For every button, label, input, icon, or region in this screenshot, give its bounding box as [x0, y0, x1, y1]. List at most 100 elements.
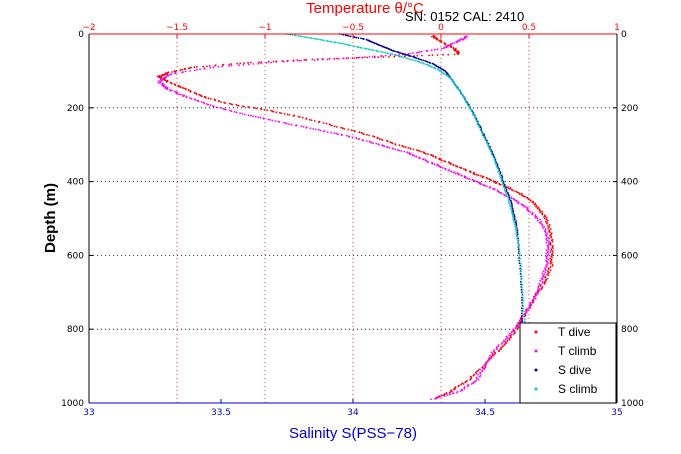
- data-point: [342, 57, 345, 60]
- data-point: [516, 237, 518, 240]
- data-point: [396, 149, 399, 151]
- data-point: [475, 372, 478, 375]
- data-point: [297, 115, 300, 118]
- data-point: [288, 114, 291, 116]
- data-point: [279, 111, 281, 114]
- data-point: [397, 55, 400, 57]
- data-point: [456, 165, 459, 168]
- data-point: [365, 140, 368, 142]
- data-point: [550, 236, 553, 239]
- data-point: [329, 40, 332, 43]
- data-point: [536, 217, 539, 220]
- data-point: [221, 65, 224, 68]
- data-point: [357, 37, 360, 39]
- data-point: [214, 99, 217, 102]
- data-point: [412, 52, 414, 54]
- data-point: [517, 243, 520, 246]
- data-point: [458, 173, 460, 176]
- data-point: [450, 78, 453, 81]
- data-point: [452, 47, 455, 50]
- data-point: [262, 117, 265, 120]
- data-point: [520, 281, 523, 284]
- data-point: [447, 76, 450, 78]
- data-point: [440, 159, 443, 162]
- data-point: [350, 129, 353, 132]
- data-point: [190, 97, 193, 100]
- data-point: [463, 97, 466, 100]
- data-point: [511, 207, 514, 210]
- data-point: [207, 97, 210, 100]
- data-point: [541, 278, 544, 281]
- data-point: [353, 45, 356, 48]
- data-point: [511, 213, 514, 216]
- data-point: [330, 131, 333, 134]
- data-point: [175, 91, 177, 93]
- data-point: [244, 113, 246, 116]
- data-point: [304, 36, 307, 39]
- data-point: [495, 182, 497, 185]
- data-point: [507, 197, 510, 200]
- data-point: [547, 250, 550, 253]
- data-point: [184, 88, 187, 91]
- data-point: [341, 42, 343, 45]
- data-point: [169, 89, 171, 91]
- data-point: [347, 128, 350, 131]
- data-point: [330, 41, 333, 43]
- depth-tick-label-right: 1000: [621, 399, 644, 409]
- data-point: [519, 265, 522, 268]
- data-point: [402, 145, 405, 148]
- data-point: [469, 106, 471, 109]
- data-point: [179, 86, 182, 89]
- data-point: [549, 257, 552, 260]
- data-point: [521, 286, 523, 289]
- data-point: [366, 56, 369, 59]
- data-point: [399, 52, 402, 54]
- instrument-label: SN: 0152 CAL: 2410: [405, 9, 524, 24]
- data-point: [445, 45, 447, 47]
- data-point: [517, 245, 520, 248]
- data-point: [499, 177, 502, 179]
- data-point: [468, 178, 471, 180]
- data-point: [484, 362, 487, 364]
- data-point: [344, 34, 347, 37]
- data-point: [355, 56, 358, 59]
- data-point: [173, 90, 176, 93]
- data-point: [439, 395, 442, 398]
- data-point: [517, 239, 519, 242]
- data-point: [345, 134, 348, 137]
- data-point: [449, 163, 452, 166]
- data-point: [476, 123, 479, 125]
- data-point: [183, 94, 186, 97]
- data-point: [521, 309, 523, 312]
- data-point: [372, 49, 375, 52]
- data-point: [425, 63, 427, 66]
- data-point: [156, 75, 159, 78]
- data-point: [393, 53, 396, 56]
- data-point: [546, 219, 549, 222]
- data-point: [405, 54, 408, 56]
- data-point: [510, 336, 512, 339]
- data-point: [527, 209, 530, 212]
- data-point: [187, 89, 190, 92]
- depth-tick-label: 600: [67, 251, 84, 261]
- data-point: [371, 41, 374, 44]
- data-point: [365, 47, 368, 50]
- data-point: [467, 383, 470, 386]
- data-point: [453, 53, 456, 56]
- data-point: [391, 142, 394, 145]
- data-point: [549, 266, 552, 268]
- data-point: [544, 276, 546, 279]
- data-point: [460, 388, 463, 391]
- data-point: [440, 41, 443, 44]
- legend-entry: S climb: [558, 382, 598, 396]
- data-point: [518, 255, 521, 257]
- data-point: [228, 63, 231, 66]
- data-point: [292, 115, 295, 117]
- data-point: [523, 310, 525, 313]
- data-point: [497, 344, 500, 346]
- data-point: [355, 136, 358, 139]
- legend-marker: [534, 349, 538, 353]
- data-point: [446, 394, 449, 396]
- data-point: [521, 317, 523, 320]
- data-point: [351, 136, 354, 139]
